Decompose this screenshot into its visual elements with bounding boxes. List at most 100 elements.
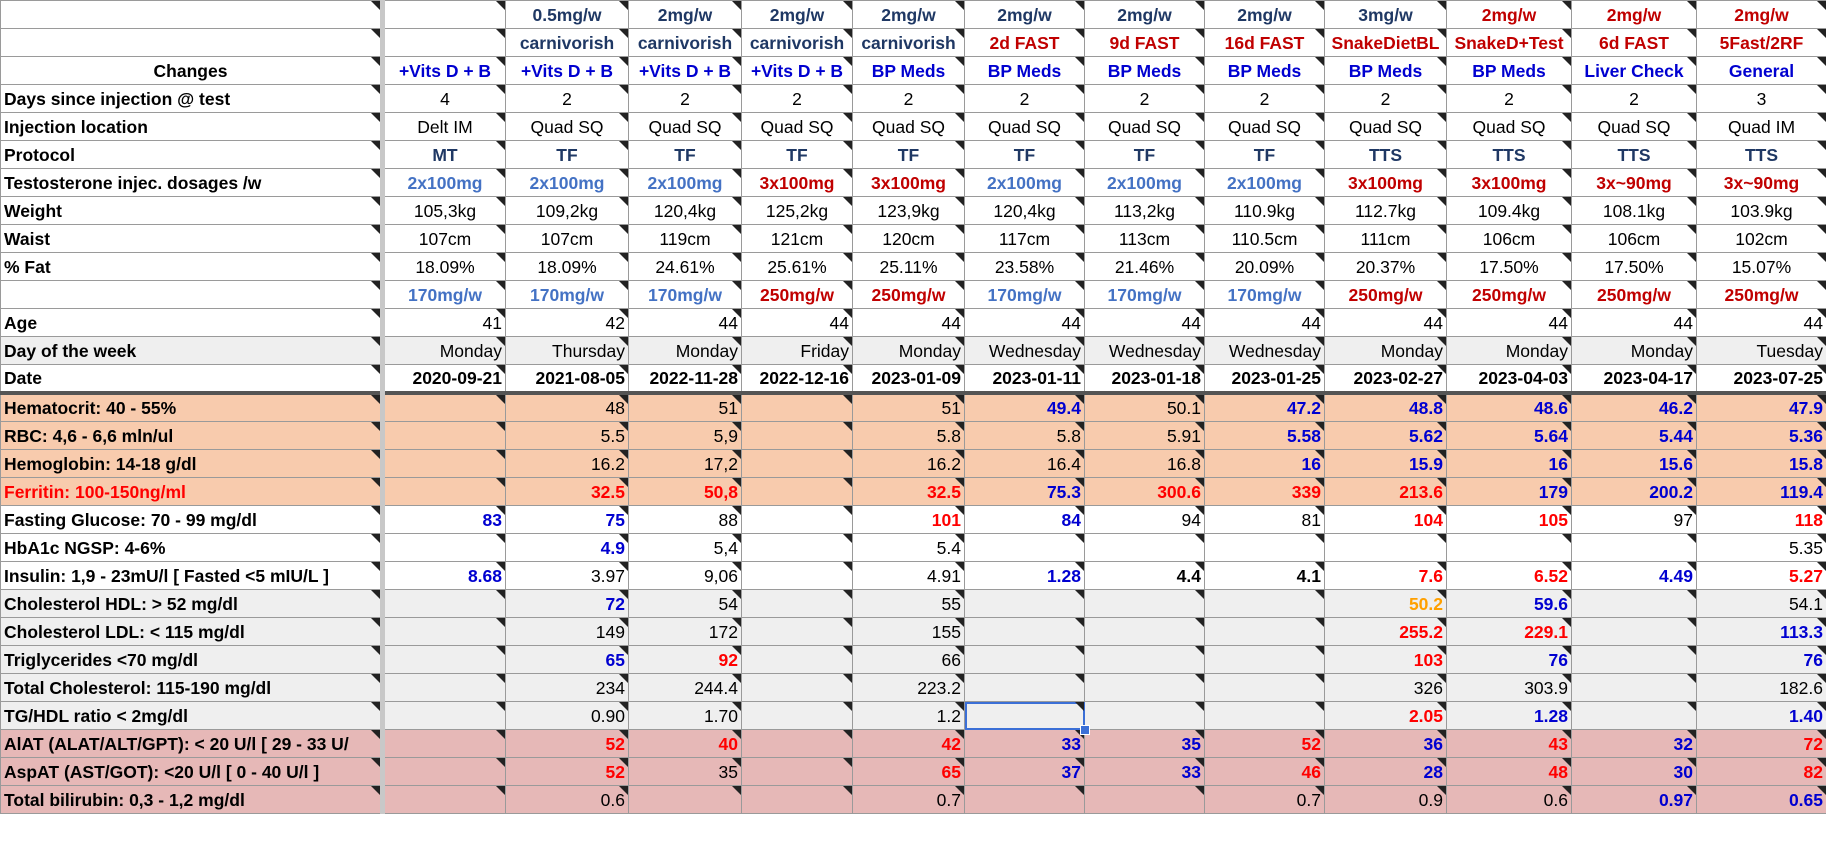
lab-cell[interactable] [741, 729, 853, 758]
info-cell[interactable]: Quad SQ [1084, 112, 1205, 141]
lab-cell[interactable] [382, 589, 506, 618]
header-cell[interactable]: 2d FAST [964, 28, 1085, 57]
lab-cell[interactable]: 75 [505, 505, 629, 534]
lab-cell[interactable]: 65 [852, 757, 965, 786]
lab-cell[interactable]: 326 [1324, 673, 1447, 702]
lab-cell[interactable]: 49.4 [964, 392, 1085, 422]
header-cell[interactable]: +Vits D + B [382, 56, 506, 85]
lab-cell[interactable]: 5.35 [1696, 533, 1826, 562]
header-cell[interactable]: BP Meds [1204, 56, 1325, 85]
selected-cell[interactable] [964, 701, 1085, 730]
lab-cell[interactable]: 1.28 [964, 561, 1085, 590]
lab-cell[interactable] [1571, 701, 1697, 730]
lab-cell[interactable]: 0.65 [1696, 785, 1826, 814]
row-label[interactable]: Cholesterol HDL: > 52 mg/dl [0, 589, 385, 618]
info-cell[interactable]: 2020-09-21 [382, 364, 506, 395]
lab-cell[interactable] [741, 673, 853, 702]
lab-cell[interactable]: 101 [852, 505, 965, 534]
lab-cell[interactable]: 16 [1446, 449, 1572, 478]
info-cell[interactable]: 113,2kg [1084, 196, 1205, 225]
header-cell[interactable]: 5Fast/2RF [1696, 28, 1826, 57]
info-cell[interactable]: 3x100mg [741, 168, 853, 197]
info-cell[interactable]: 2023-07-25 [1696, 364, 1826, 395]
lab-cell[interactable]: 76 [1446, 645, 1572, 674]
info-cell[interactable]: TF [628, 140, 742, 169]
lab-cell[interactable]: 35 [628, 757, 742, 786]
row-label[interactable]: Ferritin: 100-150ng/ml [0, 477, 385, 506]
info-cell[interactable]: 2x100mg [505, 168, 629, 197]
lab-cell[interactable] [628, 785, 742, 814]
lab-cell[interactable]: 5,9 [628, 421, 742, 450]
info-cell[interactable]: 3x100mg [1446, 168, 1572, 197]
lab-cell[interactable]: 182.6 [1696, 673, 1826, 702]
info-cell[interactable]: TF [505, 140, 629, 169]
info-cell[interactable]: 21.46% [1084, 252, 1205, 281]
info-cell[interactable]: 170mg/w [1084, 280, 1205, 309]
info-cell[interactable]: 119cm [628, 224, 742, 253]
row-label[interactable]: Cholesterol LDL: < 115 mg/dl [0, 617, 385, 646]
lab-cell[interactable]: 47.2 [1204, 392, 1325, 422]
lab-cell[interactable]: 4.4 [1084, 561, 1205, 590]
row-label[interactable]: Total Cholesterol: 115-190 mg/dl [0, 673, 385, 702]
lab-cell[interactable]: 0.6 [505, 785, 629, 814]
lab-cell[interactable]: 2.05 [1324, 701, 1447, 730]
info-cell[interactable]: 2023-04-03 [1446, 364, 1572, 395]
lab-cell[interactable] [1571, 673, 1697, 702]
row-label[interactable]: TG/HDL ratio < 2mg/dl [0, 701, 385, 730]
info-cell[interactable]: 25.11% [852, 252, 965, 281]
info-cell[interactable]: Quad SQ [852, 112, 965, 141]
info-cell[interactable]: 44 [1571, 308, 1697, 337]
info-cell[interactable]: TF [964, 140, 1085, 169]
lab-cell[interactable]: 255.2 [1324, 617, 1447, 646]
lab-cell[interactable]: 244.4 [628, 673, 742, 702]
lab-cell[interactable]: 113.3 [1696, 617, 1826, 646]
header-cell[interactable]: 0.5mg/w [505, 0, 629, 29]
row-label[interactable]: Hematocrit: 40 - 55% [0, 392, 385, 422]
lab-cell[interactable] [741, 701, 853, 730]
lab-cell[interactable]: 6.52 [1446, 561, 1572, 590]
lab-cell[interactable]: 0.7 [852, 785, 965, 814]
info-cell[interactable]: 109.4kg [1446, 196, 1572, 225]
info-cell[interactable]: 2 [1324, 84, 1447, 113]
lab-cell[interactable] [964, 785, 1085, 814]
lab-cell[interactable]: 32 [1571, 729, 1697, 758]
info-cell[interactable]: Quad SQ [628, 112, 742, 141]
lab-cell[interactable]: 234 [505, 673, 629, 702]
info-cell[interactable]: 108.1kg [1571, 196, 1697, 225]
info-cell[interactable]: 44 [964, 308, 1085, 337]
info-cell[interactable]: 2 [1446, 84, 1572, 113]
header-cell[interactable]: BP Meds [1446, 56, 1572, 85]
info-cell[interactable]: 44 [1204, 308, 1325, 337]
info-cell[interactable]: Friday [741, 336, 853, 365]
row-label[interactable]: AlAT (ALAT/ALT/GPT): < 20 U/l [ 29 - 33 … [0, 729, 385, 758]
info-cell[interactable]: 102cm [1696, 224, 1826, 253]
row-label[interactable]: Total bilirubin: 0,3 - 1,2 mg/dl [0, 785, 385, 814]
info-cell[interactable]: 2 [964, 84, 1085, 113]
info-cell[interactable]: 107cm [505, 224, 629, 253]
lab-cell[interactable]: 16.4 [964, 449, 1085, 478]
info-cell[interactable]: 120,4kg [628, 196, 742, 225]
header-cell[interactable]: BP Meds [1084, 56, 1205, 85]
lab-cell[interactable]: 48.6 [1446, 392, 1572, 422]
lab-cell[interactable] [382, 421, 506, 450]
lab-cell[interactable]: 5.91 [1084, 421, 1205, 450]
lab-cell[interactable]: 229.1 [1446, 617, 1572, 646]
info-cell[interactable]: 250mg/w [1446, 280, 1572, 309]
lab-cell[interactable]: 81 [1204, 505, 1325, 534]
lab-cell[interactable] [741, 449, 853, 478]
lab-cell[interactable] [1571, 589, 1697, 618]
info-cell[interactable]: Monday [1446, 336, 1572, 365]
info-cell[interactable]: 44 [1446, 308, 1572, 337]
lab-cell[interactable] [741, 645, 853, 674]
header-cell[interactable]: 16d FAST [1204, 28, 1325, 57]
lab-cell[interactable]: 5.8 [964, 421, 1085, 450]
info-cell[interactable]: 2x100mg [1204, 168, 1325, 197]
lab-cell[interactable] [382, 673, 506, 702]
info-cell[interactable]: Quad SQ [1204, 112, 1325, 141]
lab-cell[interactable]: 149 [505, 617, 629, 646]
info-cell[interactable]: Quad SQ [1571, 112, 1697, 141]
lab-cell[interactable] [741, 617, 853, 646]
header-cell[interactable]: 3mg/w [1324, 0, 1447, 29]
lab-cell[interactable]: 303.9 [1446, 673, 1572, 702]
header-cell[interactable]: 2mg/w [1696, 0, 1826, 29]
